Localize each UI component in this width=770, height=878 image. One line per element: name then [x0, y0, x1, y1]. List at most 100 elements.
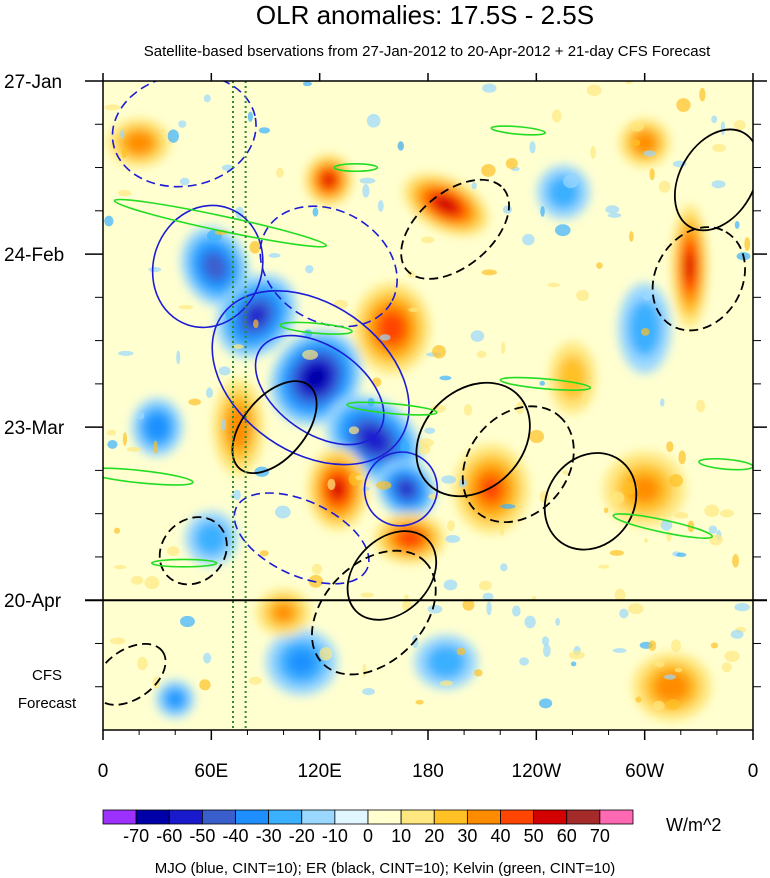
mjo-contour-2 [254, 334, 385, 446]
anomaly-speckle [233, 489, 241, 501]
anomaly-speckle [144, 576, 160, 590]
anomaly-speckle [664, 674, 676, 680]
anomaly-speckle [327, 478, 336, 490]
anomaly-speckle [628, 603, 644, 615]
er-contour-6 [461, 405, 575, 524]
colorbar-label-6: -10 [322, 826, 348, 846]
anomaly-speckle [311, 563, 323, 575]
anomaly-speckle [445, 535, 461, 543]
anomaly-speckle [471, 182, 477, 190]
anomaly-speckle [470, 330, 485, 342]
anomaly-speckle [203, 94, 211, 103]
anomaly-speckle [104, 104, 121, 111]
anomaly-speckle [362, 183, 370, 198]
anomaly-patch-19-40 [397, 529, 423, 548]
anomaly-speckle [733, 120, 746, 131]
anomaly-speckle [126, 446, 141, 452]
anomaly-patch-0--40 [202, 252, 228, 281]
anomaly-speckle [333, 299, 349, 309]
kelvin-contour-1 [279, 321, 353, 335]
colorbar-label-5: -20 [289, 826, 315, 846]
anomaly-speckle [486, 601, 492, 616]
anomaly-speckle [362, 663, 367, 678]
kelvin-contour-4 [612, 513, 713, 539]
anomaly-speckle [153, 440, 158, 454]
anomaly-speckle [614, 588, 626, 602]
y-tick-label-0: 27-Jan [4, 72, 62, 93]
anomaly-speckle [522, 233, 535, 246]
colorbar-swatch-0 [102, 809, 137, 825]
forecast-label-line1: CFS [32, 667, 62, 684]
anomaly-speckle [305, 265, 314, 274]
kelvin-contour-5 [103, 467, 194, 486]
anomaly-speckle [660, 398, 665, 407]
anomaly-speckle [113, 527, 121, 534]
anomaly-speckle [441, 475, 457, 484]
er-contour-2 [543, 452, 638, 551]
anomaly-speckle [476, 350, 487, 358]
colorbar-swatch-4 [235, 809, 270, 825]
anomaly-patch-8--20 [426, 644, 466, 680]
anomaly-speckle [555, 617, 560, 626]
anomaly-speckle [360, 592, 375, 598]
anomaly-speckle [666, 441, 674, 453]
anomaly-patch-25-20 [557, 354, 588, 401]
anomaly-speckle [720, 121, 726, 136]
colorbar-swatch-7 [334, 809, 369, 825]
colorbar-label-13: 60 [557, 826, 577, 846]
anomaly-speckle [258, 127, 271, 134]
anomaly-speckle [428, 493, 440, 500]
kelvin-contour-0 [113, 198, 328, 248]
colorbar-label-7: 0 [363, 826, 373, 846]
anomaly-speckle [176, 350, 181, 365]
anomaly-speckle [372, 377, 382, 387]
anomaly-speckle [118, 189, 132, 197]
anomaly-speckle [610, 491, 625, 505]
anomaly-speckle [348, 426, 360, 435]
anomaly-speckle [671, 639, 681, 652]
anomaly-speckle [104, 215, 114, 227]
anomaly-patch-6--20 [194, 521, 228, 556]
er-contour-1 [673, 128, 753, 232]
anomaly-speckle [623, 481, 638, 495]
anomaly-speckle [275, 505, 291, 519]
anomaly-speckle [362, 486, 370, 491]
x-tick-label-1: 60E [194, 761, 228, 782]
colorbar-swatch-6 [301, 809, 336, 825]
anomaly-speckle [724, 650, 740, 662]
anomaly-speckle [563, 174, 579, 189]
er-contour-9 [103, 642, 167, 706]
anomaly-speckle [512, 605, 521, 617]
anomaly-speckle [402, 599, 413, 611]
anomaly-speckle [668, 474, 683, 487]
anomaly-speckle [605, 205, 620, 214]
anomaly-speckle [500, 341, 506, 355]
er-contour-0 [415, 381, 531, 498]
anomaly-speckle [377, 200, 384, 212]
x-tick-label-6: 0 [748, 761, 759, 782]
anomaly-speckle [641, 328, 650, 336]
anomaly-speckle [188, 398, 201, 406]
anomaly-patch-17-30 [632, 131, 657, 154]
colorbar-swatch-8 [367, 809, 402, 825]
er-contour-8 [311, 549, 437, 676]
anomaly-speckle [114, 565, 127, 570]
anomaly-speckle [643, 292, 651, 301]
anomaly-speckle [424, 427, 436, 434]
anomaly-speckle [179, 615, 195, 628]
anomaly-speckle [648, 640, 657, 651]
colorbar-swatch-11 [466, 809, 501, 825]
chart-subtitle: Satellite-based bservations from 27-Jan-… [144, 43, 711, 60]
anomaly-speckle [109, 637, 126, 645]
anomaly-speckle [106, 429, 117, 436]
anomaly-speckle [122, 432, 127, 446]
anomaly-speckle [481, 163, 496, 177]
anomaly-speckle [609, 549, 625, 556]
x-tick-label-2: 120E [297, 761, 341, 782]
x-tick-label-3: 180 [412, 761, 444, 782]
anomaly-speckle [540, 205, 545, 217]
anomaly-speckle [474, 669, 483, 677]
anomaly-speckle [400, 440, 410, 454]
anomaly-speckle [379, 334, 391, 341]
